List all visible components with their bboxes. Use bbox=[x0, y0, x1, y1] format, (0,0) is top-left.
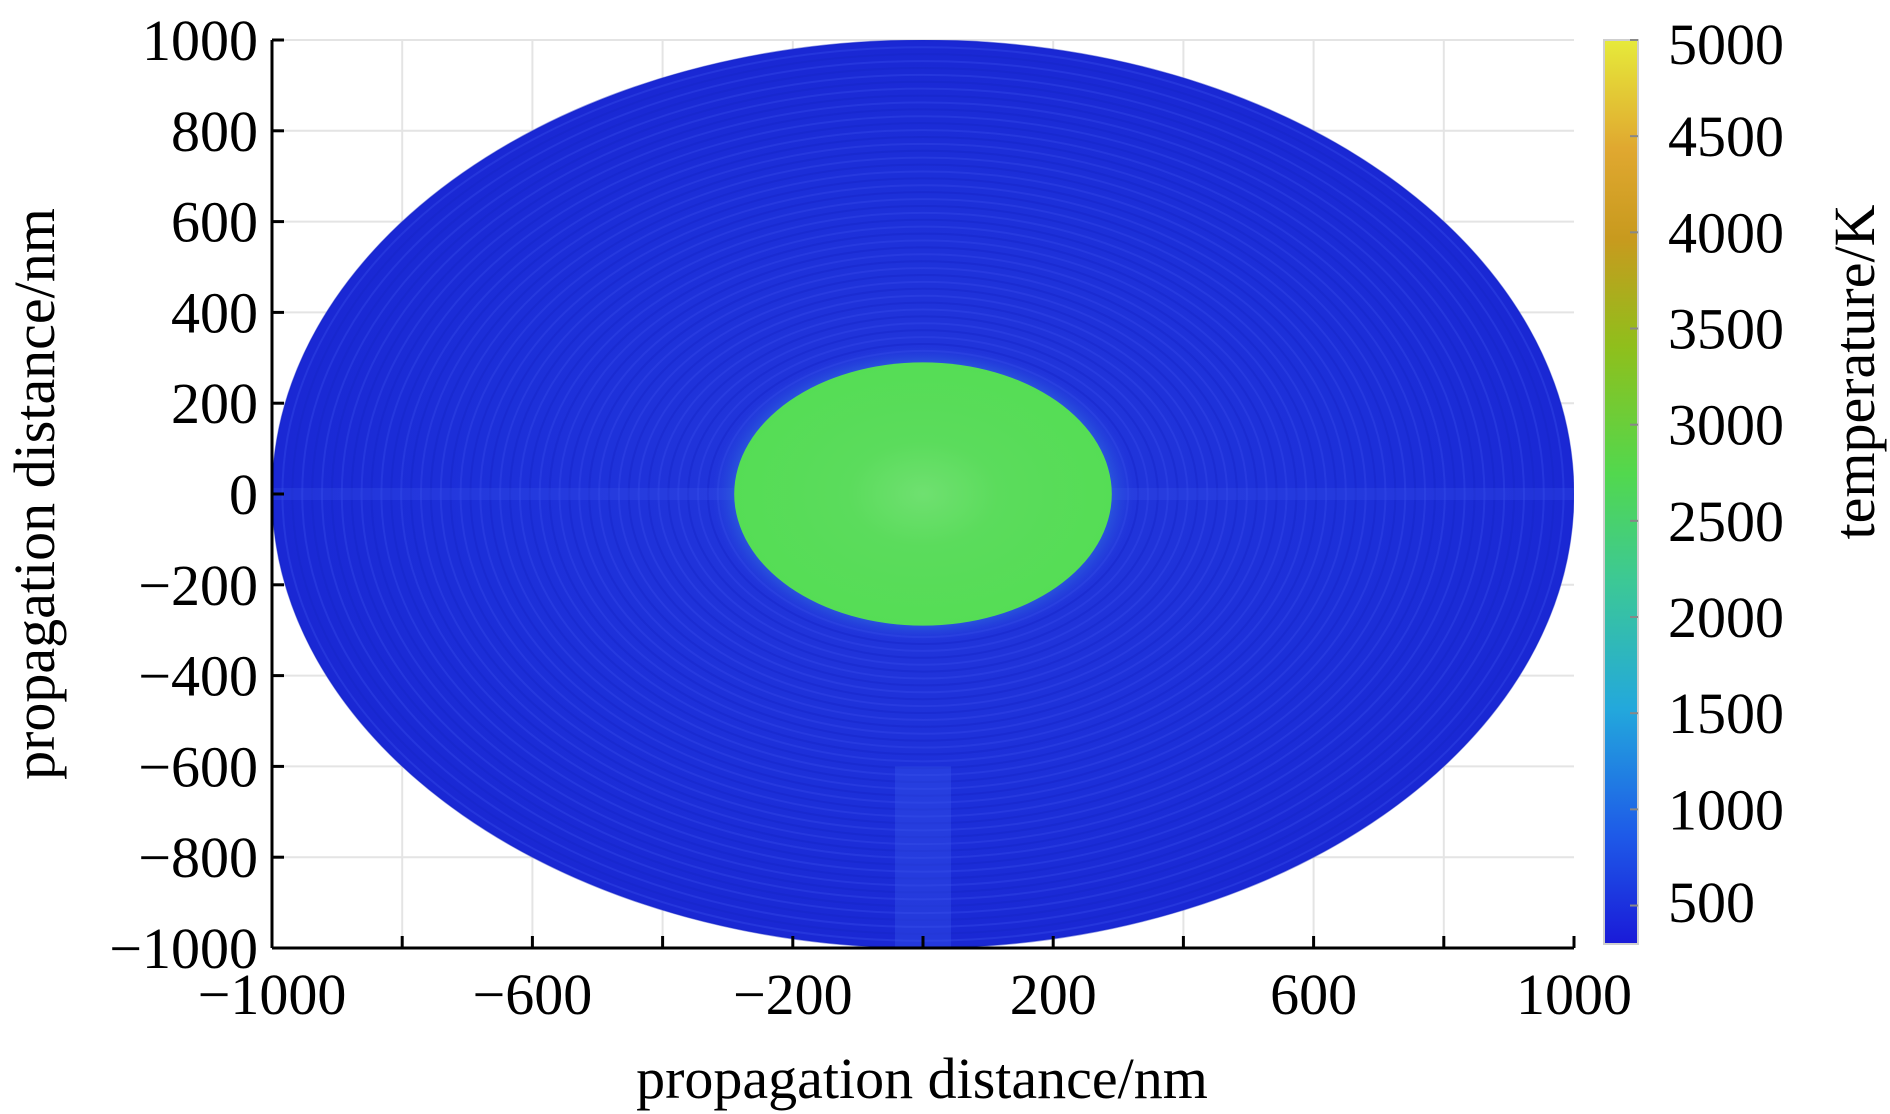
ring bbox=[528, 218, 1318, 770]
colorbar-tick-label: 1500 bbox=[1668, 681, 1784, 746]
ring bbox=[548, 232, 1298, 756]
ring bbox=[360, 101, 1486, 887]
ring bbox=[370, 108, 1476, 880]
ring bbox=[687, 329, 1159, 659]
ring bbox=[509, 204, 1337, 784]
x-tick-label: 1000 bbox=[1516, 962, 1632, 1027]
ring bbox=[429, 149, 1417, 839]
ring bbox=[380, 115, 1466, 873]
ring bbox=[340, 87, 1506, 901]
x-axis-title: propagation distance/nm bbox=[636, 1046, 1208, 1111]
y-tick-label: 800 bbox=[171, 99, 258, 164]
ring bbox=[350, 94, 1496, 894]
y-tick-label: 0 bbox=[229, 462, 258, 527]
x-tick-label: −1000 bbox=[198, 962, 347, 1027]
colorbar-ticks: 5000 4500 4000 3500 3000 2500 2000 1500 1000 500 bbox=[1630, 12, 1784, 935]
ring bbox=[538, 225, 1308, 763]
y-axis-title: propagation distance/nm bbox=[2, 208, 67, 780]
temperature-field bbox=[272, 40, 1574, 948]
ring bbox=[667, 315, 1179, 673]
y-tick-label: −200 bbox=[138, 553, 258, 618]
colorbar-tick-label: 2500 bbox=[1668, 489, 1784, 554]
ring bbox=[410, 135, 1436, 853]
colorbar-tick-label: 5000 bbox=[1668, 12, 1784, 77]
ring bbox=[518, 211, 1328, 777]
x-tick-label: 600 bbox=[1270, 962, 1357, 1027]
ring bbox=[320, 73, 1526, 915]
y-axis-ticks: 1000 800 600 400 200 0 −200 −400 −600 −800 −1000 bbox=[109, 8, 284, 981]
ring bbox=[301, 60, 1545, 928]
ring bbox=[578, 253, 1268, 735]
ring bbox=[419, 142, 1427, 846]
y-tick-label: 600 bbox=[171, 190, 258, 255]
colorbar-tick-label: 1000 bbox=[1668, 777, 1784, 842]
ring bbox=[390, 122, 1456, 866]
ring bbox=[330, 80, 1516, 908]
vertical-streak bbox=[895, 766, 951, 948]
ring bbox=[311, 66, 1535, 922]
ring bbox=[400, 129, 1446, 859]
ring bbox=[568, 246, 1278, 742]
ring bbox=[677, 322, 1169, 666]
y-tick-label: −400 bbox=[138, 644, 258, 709]
colorbar-tick-label: 2000 bbox=[1668, 585, 1784, 650]
ring bbox=[459, 170, 1387, 818]
ring bbox=[479, 184, 1367, 804]
ring bbox=[499, 198, 1347, 790]
ring bbox=[449, 163, 1397, 825]
ring bbox=[627, 287, 1219, 701]
ring bbox=[617, 280, 1229, 708]
ring bbox=[657, 308, 1189, 680]
ring bbox=[706, 342, 1140, 646]
ring bbox=[469, 177, 1377, 811]
colorbar-tick-label: 4000 bbox=[1668, 200, 1784, 265]
ring bbox=[558, 239, 1288, 749]
ring bbox=[291, 53, 1555, 935]
ring bbox=[439, 156, 1407, 832]
colorbar-tick-label: 3000 bbox=[1668, 393, 1784, 458]
ring bbox=[489, 191, 1357, 797]
colorbar-tick-label: 3500 bbox=[1668, 297, 1784, 362]
ring bbox=[598, 267, 1248, 721]
ring bbox=[637, 294, 1209, 694]
y-tick-label: 200 bbox=[171, 371, 258, 436]
colorbar: 500045004000350030002500200015001000500 … bbox=[1603, 12, 1887, 945]
ring bbox=[647, 301, 1199, 687]
heated-core-region bbox=[734, 362, 1112, 626]
colorbar-tick-label: 4500 bbox=[1668, 104, 1784, 169]
x-tick-label: 200 bbox=[1010, 962, 1097, 1027]
y-tick-label: 400 bbox=[171, 280, 258, 345]
y-tick-label: −800 bbox=[138, 825, 258, 890]
colorbar-tick-label: 500 bbox=[1668, 870, 1755, 935]
x-tick-label: −600 bbox=[473, 962, 593, 1027]
y-tick-label: −600 bbox=[138, 734, 258, 799]
ring bbox=[697, 336, 1149, 652]
ring bbox=[588, 260, 1258, 728]
x-axis-ticks: −1000 −600 −200 200 600 1000 bbox=[198, 936, 1632, 1027]
ring bbox=[607, 273, 1239, 715]
y-tick-label: −1000 bbox=[109, 916, 258, 981]
y-tick-label: 1000 bbox=[142, 8, 258, 73]
colorbar-title: temperature/K bbox=[1822, 204, 1887, 539]
x-tick-label: −200 bbox=[733, 962, 853, 1027]
colorbar-gradient bbox=[1603, 39, 1639, 945]
